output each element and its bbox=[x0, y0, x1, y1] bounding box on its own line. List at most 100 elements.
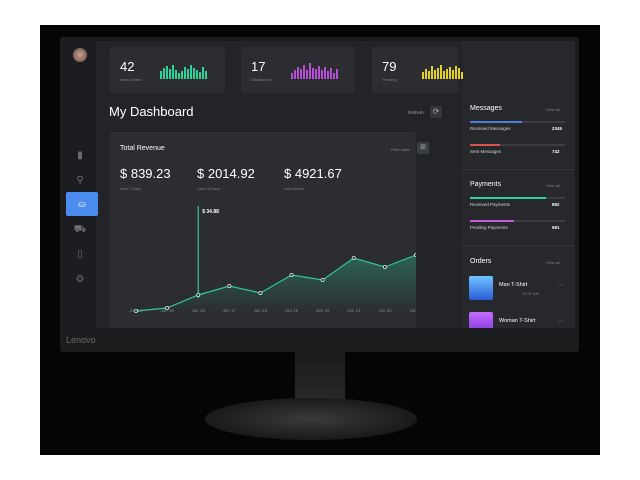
more-icon[interactable]: ⋯ bbox=[558, 319, 564, 325]
progress-fill bbox=[470, 220, 514, 222]
filter-label: Filter stats bbox=[391, 147, 410, 152]
stat-value: 79 bbox=[382, 59, 397, 74]
x-tick-label: Jan 16 bbox=[191, 308, 205, 313]
mini-bar bbox=[330, 68, 332, 79]
mini-bar bbox=[461, 72, 463, 79]
progress-track bbox=[470, 144, 565, 146]
x-tick-label: Jan 14 bbox=[129, 308, 143, 313]
more-icon[interactable]: ⋯ bbox=[558, 283, 564, 289]
mini-bar bbox=[196, 70, 198, 79]
order-item[interactable]: Man T-Shirt 10:37 AM ⋯ bbox=[462, 276, 575, 302]
mini-bar bbox=[202, 67, 204, 79]
truck-icon[interactable]: ⛟ bbox=[73, 224, 87, 235]
stat-row-value: 2345 bbox=[552, 126, 563, 131]
messages-view-all-link[interactable]: View all bbox=[546, 107, 560, 112]
chart-tooltip: $ 34.88 bbox=[202, 209, 219, 215]
x-tick-label: Jan 18 bbox=[254, 308, 268, 313]
stat-label: Pending bbox=[382, 77, 397, 82]
gear-icon[interactable]: ⚙ bbox=[75, 274, 85, 285]
mini-bar bbox=[458, 68, 460, 79]
product-thumbnail bbox=[469, 276, 493, 300]
mini-bar bbox=[452, 70, 454, 79]
monitor-stand-neck bbox=[295, 352, 345, 407]
x-tick-label: Jan 21 bbox=[347, 308, 361, 313]
mini-bar bbox=[336, 69, 338, 79]
mini-bar bbox=[166, 66, 168, 79]
chart-line bbox=[135, 254, 416, 312]
mini-bar bbox=[291, 73, 293, 79]
mini-bar bbox=[172, 65, 174, 79]
progress-track bbox=[470, 197, 565, 199]
revenue-title: Total Revenue bbox=[120, 145, 165, 152]
chart-icon[interactable]: ▮ bbox=[77, 150, 83, 161]
mini-bar bbox=[160, 71, 162, 79]
revenue-metric-label: Last 14 Days bbox=[197, 186, 221, 191]
progress-track bbox=[470, 220, 565, 222]
stat-row-value: 892 bbox=[552, 202, 560, 207]
mini-bar bbox=[431, 66, 433, 79]
brand-logo: Lenovo bbox=[66, 335, 96, 345]
mini-bar bbox=[437, 68, 439, 79]
x-tick-label: Jan 19 bbox=[285, 308, 299, 313]
basket-icon[interactable]: ⛀ bbox=[66, 192, 98, 216]
stat-value: 17 bbox=[251, 59, 266, 74]
document-icon[interactable]: ▯ bbox=[77, 249, 83, 260]
stat-card[interactable]: 17 Dispatched bbox=[241, 47, 355, 93]
revenue-metric-value: $ 4921.67 bbox=[284, 166, 342, 181]
order-item[interactable]: Woman T-Shirt ⋯ bbox=[462, 312, 575, 328]
stat-card[interactable]: 42 New Orders bbox=[110, 47, 225, 93]
x-tick-label: Jan 15 bbox=[160, 308, 174, 313]
progress-fill bbox=[470, 121, 523, 123]
mini-bar bbox=[321, 70, 323, 79]
revenue-card: Total Revenue Filter stats ⊞ $ 839.23 Las… bbox=[110, 132, 429, 328]
pin-icon[interactable]: ⚲ bbox=[76, 175, 84, 186]
stat-card[interactable]: 79 Pending bbox=[372, 47, 463, 93]
messages-title: Messages bbox=[470, 105, 502, 112]
refresh-label: Refresh bbox=[408, 110, 424, 115]
divider bbox=[462, 245, 575, 246]
refresh-button[interactable]: ⟳ bbox=[430, 106, 442, 118]
progress-track bbox=[470, 121, 565, 123]
mini-bar-chart bbox=[291, 63, 338, 79]
mini-bar bbox=[312, 68, 314, 79]
mini-bar bbox=[425, 69, 427, 79]
right-panel: Messages View all Received Messages 2345 Sen… bbox=[462, 41, 575, 328]
mini-bar bbox=[428, 71, 430, 79]
mini-bar bbox=[422, 72, 424, 79]
order-name: Woman T-Shirt bbox=[499, 318, 536, 324]
mini-bar bbox=[190, 65, 192, 79]
mini-bar bbox=[300, 69, 302, 79]
monitor-stand-base bbox=[205, 398, 417, 440]
payments-view-all-link[interactable]: View all bbox=[546, 183, 560, 188]
mini-bar bbox=[443, 71, 445, 79]
mini-bar bbox=[324, 67, 326, 79]
mini-bar bbox=[306, 70, 308, 79]
x-tick-label: Jan 20 bbox=[316, 308, 330, 313]
avatar[interactable] bbox=[73, 48, 87, 62]
mini-bar bbox=[303, 65, 305, 79]
mini-bar bbox=[199, 72, 201, 79]
orders-title: Orders bbox=[470, 258, 492, 265]
order-time: 10:37 AM bbox=[522, 291, 539, 296]
mini-bar bbox=[327, 71, 329, 79]
mini-bar bbox=[169, 69, 171, 79]
mini-bar bbox=[434, 70, 436, 79]
stat-row-value: 742 bbox=[552, 149, 560, 154]
stat-row-label: Received Messages bbox=[470, 126, 511, 131]
mini-bar bbox=[178, 73, 180, 79]
data-point bbox=[133, 308, 138, 313]
mini-bar-chart bbox=[160, 63, 207, 79]
stat-label: Dispatched bbox=[251, 77, 272, 82]
progress-fill bbox=[470, 197, 546, 199]
mini-bar bbox=[449, 67, 451, 79]
mini-bar bbox=[440, 65, 442, 79]
mini-bar bbox=[184, 67, 186, 79]
stat-row-value: 591 bbox=[552, 225, 560, 230]
x-tick-label: Jan 22 bbox=[378, 308, 392, 313]
mini-bar bbox=[309, 63, 311, 79]
data-point bbox=[351, 256, 356, 261]
filter-button[interactable]: ⊞ bbox=[417, 142, 429, 154]
product-thumbnail bbox=[469, 312, 493, 328]
orders-view-all-link[interactable]: View all bbox=[546, 260, 560, 265]
mini-bar bbox=[446, 69, 448, 79]
